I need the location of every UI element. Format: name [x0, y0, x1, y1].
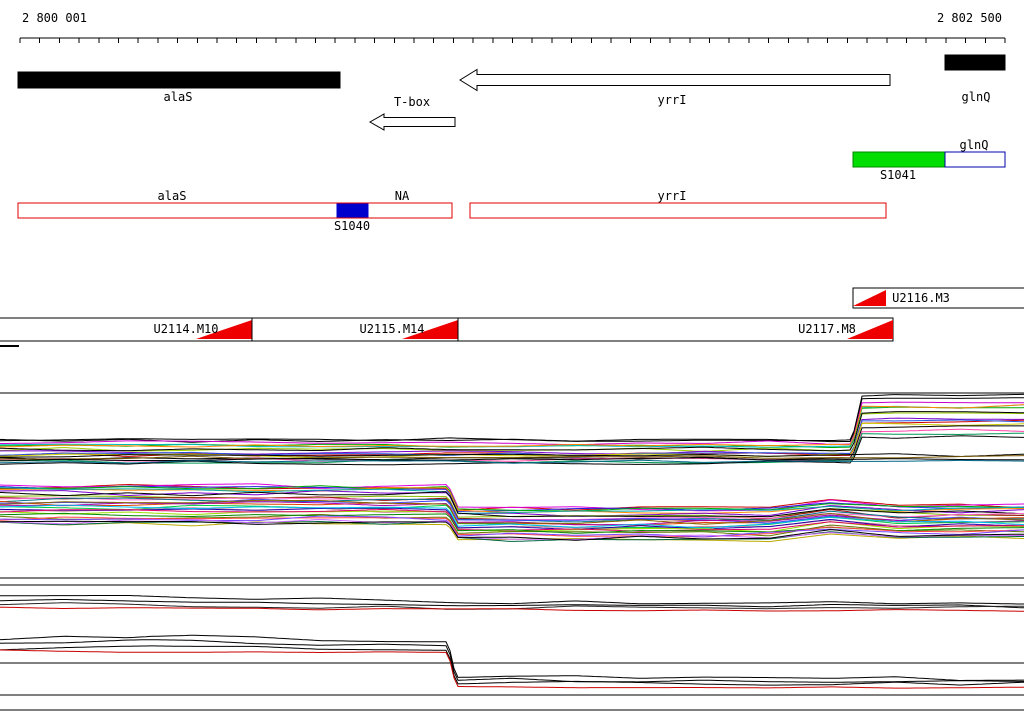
ramp-U2115.M14: [402, 320, 458, 339]
label-S1040-probe: S1040: [334, 219, 370, 233]
expression-trace: [0, 411, 1024, 452]
expression-trace: [0, 507, 1024, 530]
segment-stub: [0, 345, 19, 347]
feature-alaS-region[interactable]: [17, 202, 453, 219]
expression-trace: [0, 519, 1024, 540]
label-glnQ-segment: glnQ: [960, 138, 989, 152]
feature-S1040-probe[interactable]: [336, 203, 369, 218]
expression-trace: [0, 645, 1024, 686]
expression-trace: [0, 435, 1024, 466]
feature-alaS-gene[interactable]: [17, 71, 341, 89]
expression-trace: [0, 483, 1024, 512]
expression-trace: [0, 516, 1024, 538]
label-alaS-gene: alaS: [164, 90, 193, 104]
expression-trace: [0, 606, 1024, 612]
label-glnQ-gene: glnQ: [962, 90, 991, 104]
segment-label-U2116.M3: U2116.M3: [892, 291, 950, 305]
expression-trace: [0, 457, 1024, 462]
expression-trace: [0, 455, 1024, 460]
expression-trace: [0, 404, 1024, 448]
expression-trace: [0, 453, 1024, 458]
expression-trace: [0, 639, 1024, 683]
feature-yrrI-region[interactable]: [469, 202, 887, 219]
feature-glnQ-segment[interactable]: [944, 151, 1006, 168]
ramp-U2114.M10: [196, 320, 252, 339]
ramp-U2116.M3: [853, 290, 886, 306]
ramp-U2117.M8: [847, 320, 893, 339]
expression-trace: [0, 491, 1024, 518]
expression-trace: [0, 504, 1024, 529]
segment-box-U2116.M3[interactable]: [852, 287, 1024, 309]
label-S1041-segment: S1041: [880, 168, 916, 182]
expression-trace: [0, 422, 1024, 459]
ruler-start-coordinate: 2 800 001: [22, 11, 88, 25]
expression-trace: [0, 595, 1024, 605]
label-tbox-feature: T-box: [394, 95, 430, 109]
segment-label-U2114.M10: U2114.M10: [153, 322, 218, 336]
expression-trace: [0, 393, 1024, 442]
expression-trace: [0, 520, 1024, 541]
expression-trace: [0, 487, 1024, 515]
feature-S1041-segment[interactable]: [852, 151, 946, 168]
ruler-end-coordinate: 2 802 500: [936, 11, 1002, 25]
expression-trace: [0, 485, 1024, 512]
expression-trace: [0, 599, 1024, 609]
label-alaS-region: alaS: [158, 189, 187, 203]
segment-label-U2117.M8: U2117.M8: [798, 322, 856, 336]
feature-yrrI-gene[interactable]: [459, 68, 891, 92]
expression-trace: [0, 634, 1024, 682]
expression-trace: [0, 397, 1024, 443]
label-NA-region: NA: [395, 189, 410, 203]
feature-tbox-feature[interactable]: [368, 113, 456, 131]
label-yrrI-gene: yrrI: [658, 93, 687, 107]
label-yrrI-region: yrrI: [658, 189, 687, 203]
segment-label-U2115.M14: U2115.M14: [359, 322, 424, 336]
expression-trace: [0, 499, 1024, 525]
expression-trace: [0, 490, 1024, 517]
expression-trace: [0, 649, 1024, 689]
expression-trace: [0, 459, 1024, 464]
feature-glnQ-gene[interactable]: [944, 54, 1006, 71]
